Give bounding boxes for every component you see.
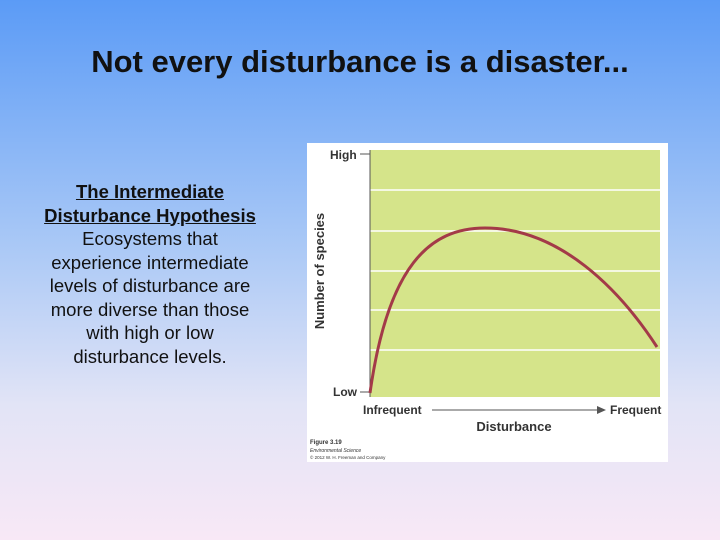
- slide-title: Not every disturbance is a disaster...: [91, 44, 629, 79]
- text-block: The Intermediate Disturbance Hypothesis …: [38, 180, 262, 368]
- caption: Figure 3.19: [310, 440, 342, 446]
- heading: The Intermediate Disturbance Hypothesis: [44, 181, 256, 226]
- body-text: Ecosystems that experience intermediate …: [49, 228, 251, 367]
- caption: Environmental Science: [310, 448, 361, 454]
- curve: [368, 226, 659, 394]
- y-low: Low: [333, 385, 358, 399]
- y-high: High: [330, 148, 357, 162]
- plot-area: [370, 150, 660, 397]
- arrow-head: [597, 406, 606, 414]
- x-right: Frequent: [610, 403, 661, 417]
- x-axis-label: Disturbance: [476, 419, 551, 434]
- y-axis-label: Number of species: [312, 213, 327, 329]
- x-left: Infrequent: [363, 403, 422, 417]
- grid: [370, 189, 660, 351]
- caption: © 2012 W. H. Freeman and Company: [310, 454, 386, 460]
